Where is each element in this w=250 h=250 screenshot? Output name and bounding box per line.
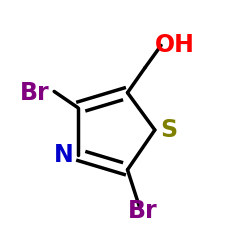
Text: Br: Br <box>128 199 157 223</box>
Text: Br: Br <box>20 81 49 105</box>
Text: N: N <box>54 143 74 167</box>
Text: OH: OH <box>155 34 195 58</box>
Text: S: S <box>160 118 177 142</box>
